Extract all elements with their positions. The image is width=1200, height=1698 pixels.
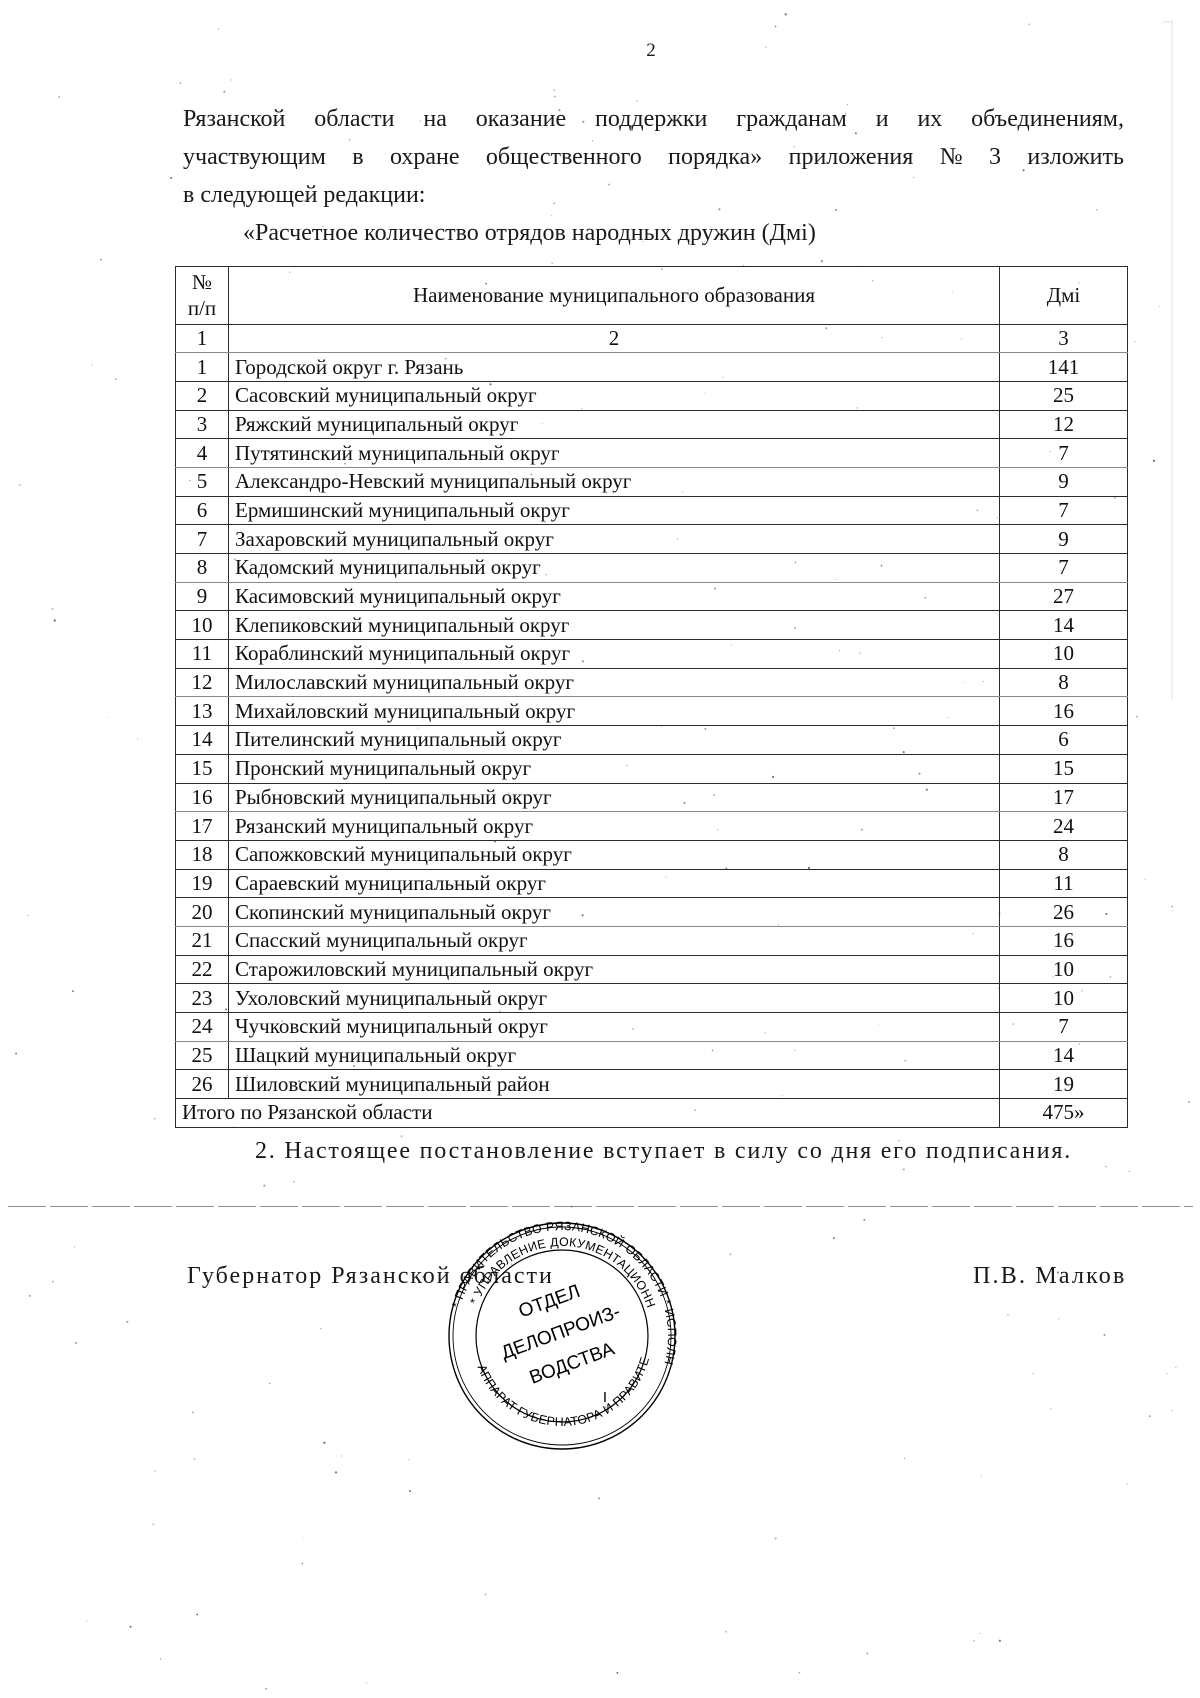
svg-text:* УПРАВЛЕНИЕ ДОКУМЕНТАЦИОННОГО: * УПРАВЛЕНИЕ ДОКУМЕНТАЦИОННОГО ОБЕСПЕЧЕН… [0, 0, 658, 1310]
svg-text:I: I [603, 1389, 607, 1406]
svg-text:АППАРАТ ГУБЕРНАТОРА И ПРАВИТЕЛ: АППАРАТ ГУБЕРНАТОРА И ПРАВИТЕЛЬСТВА РЯЗА… [0, 0, 652, 1429]
svg-text:* ПРАВИТЕЛЬСТВО РЯЗАНСКОЙ ОБЛА: * ПРАВИТЕЛЬСТВО РЯЗАНСКОЙ ОБЛАСТИ * ИСПО… [0, 0, 679, 1366]
